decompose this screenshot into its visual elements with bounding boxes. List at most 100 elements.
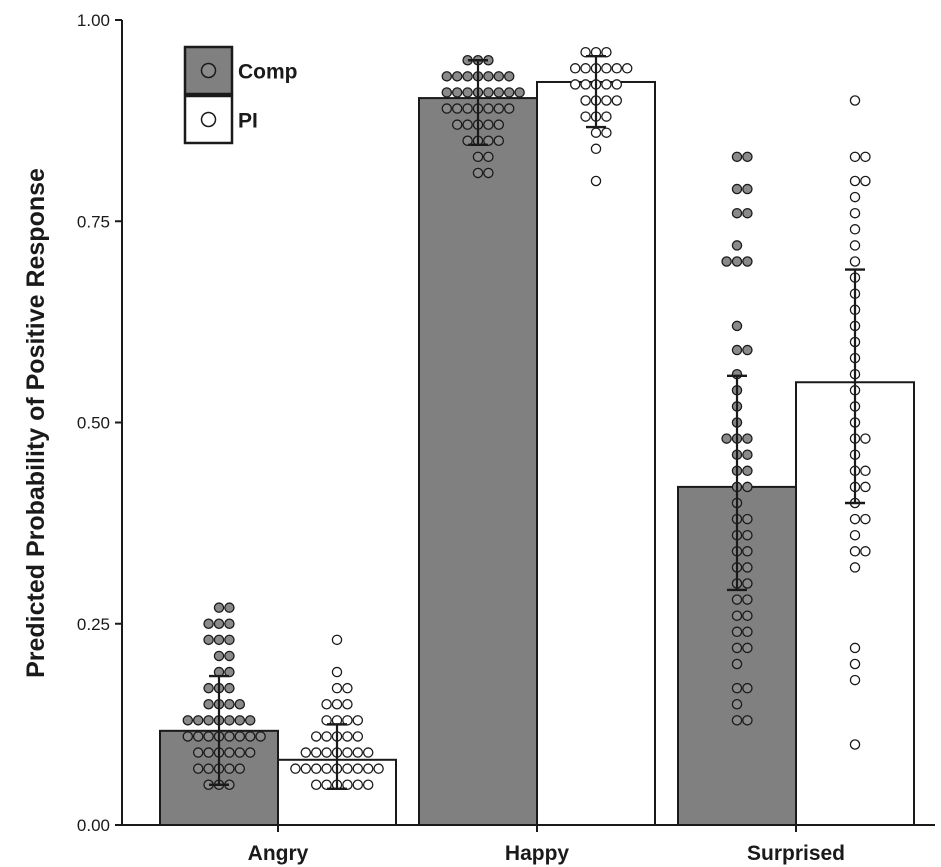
point-comp-happy — [503, 103, 515, 114]
point-pi-happy — [580, 95, 591, 106]
point-pi-angry — [290, 763, 301, 774]
point-pi-angry — [342, 763, 353, 774]
legend-marker-comp — [200, 62, 217, 79]
point-comp-happy — [462, 71, 473, 82]
point-pi-happy — [590, 127, 602, 138]
point-pi-happy — [580, 111, 591, 122]
point-pi-surprised — [849, 151, 861, 163]
point-comp-angry — [182, 731, 194, 742]
point-pi-angry — [310, 763, 322, 774]
point-pi-angry — [352, 747, 364, 758]
point-comp-happy — [483, 103, 494, 114]
x-tick-label-angry: Angry — [248, 842, 309, 865]
legend-label-comp: Comp — [238, 61, 298, 84]
point-pi-angry — [342, 699, 353, 710]
point-comp-happy — [483, 71, 494, 82]
point-comp-angry — [203, 682, 214, 694]
point-comp-angry — [192, 747, 204, 758]
point-comp-angry — [224, 699, 235, 710]
point-comp-angry — [224, 618, 235, 630]
point-comp-angry — [224, 634, 235, 646]
point-comp-happy — [472, 167, 484, 179]
point-comp-happy — [462, 87, 473, 98]
point-pi-angry — [331, 666, 343, 678]
point-pi-angry — [331, 634, 343, 646]
point-comp-surprised — [731, 682, 743, 694]
point-comp-angry — [224, 731, 235, 742]
point-comp-happy — [472, 151, 484, 163]
point-pi-happy — [611, 79, 623, 90]
point-pi-happy — [569, 79, 581, 90]
point-pi-happy — [590, 175, 602, 187]
point-pi-surprised — [849, 674, 861, 686]
point-pi-angry — [342, 747, 353, 758]
point-pi-angry — [310, 731, 322, 742]
point-pi-angry — [321, 747, 332, 758]
point-pi-angry — [362, 779, 374, 791]
point-comp-surprised — [731, 658, 743, 670]
point-comp-surprised — [731, 610, 743, 621]
point-comp-happy — [441, 103, 453, 114]
point-comp-angry — [213, 650, 225, 662]
point-comp-surprised — [731, 344, 743, 356]
point-pi-surprised — [849, 546, 861, 557]
point-comp-surprised — [731, 642, 743, 654]
point-pi-happy — [601, 63, 612, 74]
point-comp-surprised — [742, 513, 753, 525]
point-comp-happy — [503, 87, 515, 98]
point-pi-happy — [621, 63, 633, 74]
point-comp-happy — [451, 87, 463, 98]
point-pi-surprised — [849, 175, 861, 187]
point-pi-surprised — [849, 658, 861, 670]
point-comp-surprised — [742, 626, 753, 638]
point-comp-happy — [514, 87, 525, 98]
point-comp-happy — [493, 135, 505, 146]
point-comp-angry — [203, 618, 214, 630]
point-pi-surprised — [860, 465, 871, 477]
point-comp-happy — [483, 119, 494, 130]
point-comp-happy — [483, 135, 494, 146]
point-comp-surprised — [742, 207, 753, 219]
point-comp-angry — [224, 602, 235, 613]
point-pi-surprised — [860, 513, 871, 525]
point-comp-surprised — [731, 715, 743, 726]
point-pi-happy — [611, 63, 623, 74]
point-comp-surprised — [742, 465, 753, 477]
point-pi-surprised — [849, 207, 861, 219]
point-comp-angry — [224, 682, 235, 694]
point-comp-surprised — [742, 344, 753, 356]
point-comp-angry — [244, 731, 256, 742]
point-pi-surprised — [860, 433, 871, 444]
point-comp-happy — [451, 119, 463, 130]
point-comp-surprised — [731, 207, 743, 219]
point-pi-angry — [331, 682, 343, 694]
point-comp-angry — [213, 618, 225, 630]
point-pi-surprised — [849, 642, 861, 654]
point-pi-happy — [601, 95, 612, 106]
point-pi-surprised — [849, 513, 861, 525]
point-comp-surprised — [731, 320, 743, 332]
point-comp-angry — [255, 731, 266, 742]
point-pi-angry — [300, 763, 312, 774]
point-pi-angry — [352, 731, 364, 742]
point-comp-angry — [182, 715, 194, 726]
point-comp-surprised — [742, 529, 753, 541]
point-comp-happy — [441, 87, 453, 98]
point-pi-surprised — [860, 481, 871, 493]
point-comp-happy — [451, 103, 463, 114]
point-comp-surprised — [731, 594, 743, 605]
bar-pi-happy — [536, 80, 656, 827]
point-pi-happy — [569, 63, 581, 74]
legend-label-pi: PI — [238, 110, 258, 133]
point-comp-happy — [462, 135, 473, 146]
y-tick-label-1: 0.25 — [77, 615, 110, 634]
point-comp-angry — [203, 715, 214, 726]
x-tick-label-happy: Happy — [505, 842, 570, 865]
point-pi-happy — [611, 95, 623, 106]
y-tick-label-4: 1.00 — [77, 11, 110, 30]
point-pi-surprised — [849, 529, 861, 541]
point-pi-surprised — [849, 256, 861, 267]
legend: Comp PI — [183, 45, 298, 145]
point-pi-angry — [331, 699, 343, 710]
point-comp-surprised — [721, 256, 732, 267]
